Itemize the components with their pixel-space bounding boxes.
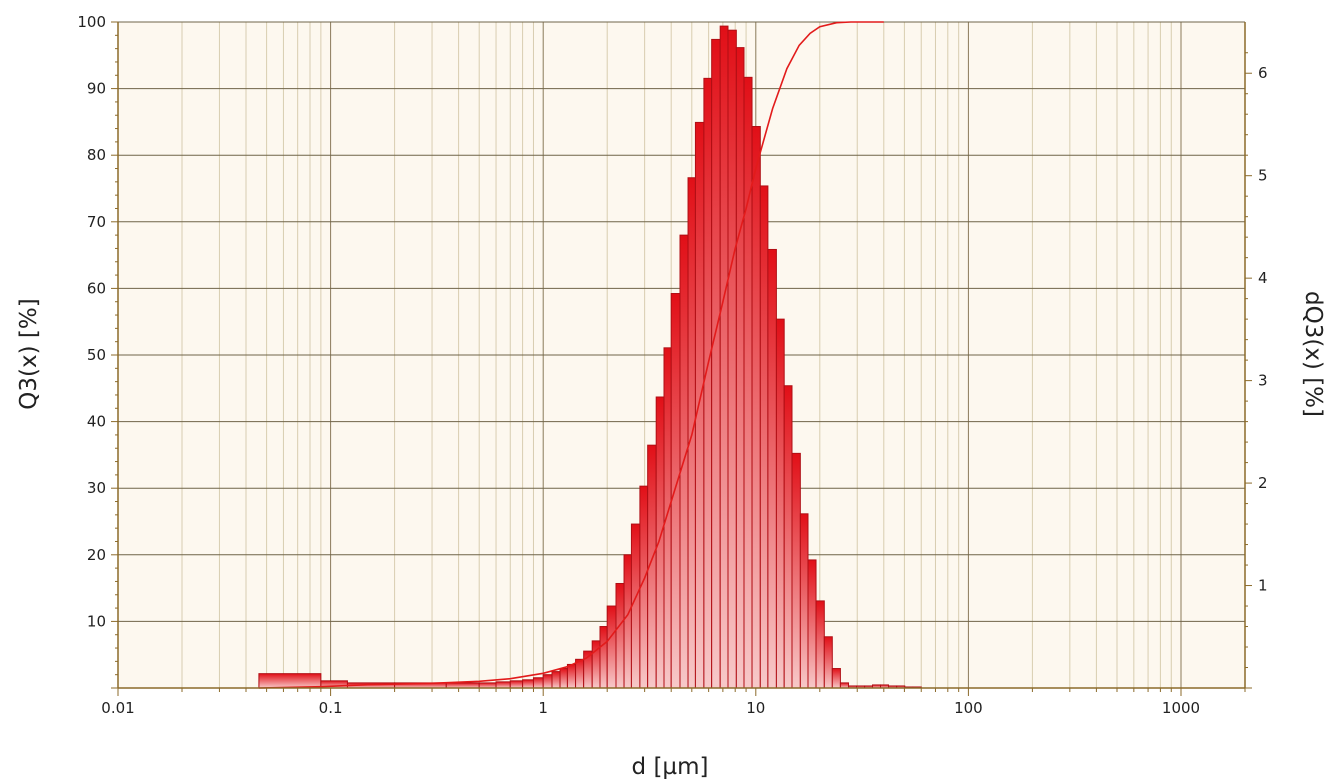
x-tick-label: 0.1 (319, 699, 343, 717)
y-left-tick-label: 90 (87, 80, 106, 98)
y-right-tick-label: 4 (1258, 269, 1268, 287)
histogram-bar (670, 293, 681, 689)
y-axis-left-title: Q3(x) [%] (16, 298, 42, 409)
histogram-bar (258, 673, 322, 689)
histogram-bar (694, 121, 705, 689)
y-right-tick-label: 2 (1258, 474, 1268, 492)
histogram-bar (495, 681, 511, 689)
histogram-bar (711, 38, 721, 689)
histogram-bar (791, 452, 801, 689)
histogram-bar (559, 668, 568, 689)
y-left-tick-label: 20 (87, 546, 106, 564)
y-left-tick-label: 40 (87, 413, 106, 431)
histogram-bar (759, 185, 769, 689)
histogram-bar (775, 318, 785, 689)
histogram-bar (663, 347, 672, 689)
cumulative-curve (258, 21, 884, 689)
x-tick-label: 0.01 (101, 699, 134, 717)
y-left-tick-label: 60 (87, 279, 106, 297)
axes (111, 21, 1252, 696)
histogram-bar (542, 674, 553, 689)
histogram-bar (478, 682, 497, 689)
histogram-bar (575, 658, 585, 689)
y-left-tick-label: 50 (87, 346, 106, 364)
y-right-tick-label: 6 (1258, 64, 1268, 82)
x-tick-label: 1 (538, 699, 548, 717)
x-tick-label: 10 (746, 699, 765, 717)
histogram-bar (799, 513, 809, 689)
y-right-tick-label: 3 (1258, 372, 1268, 390)
histogram-bar (599, 626, 608, 689)
histogram-bar (551, 671, 561, 689)
histogram-bar (839, 682, 850, 689)
histogram-bar (703, 77, 713, 689)
histogram-bar (630, 523, 641, 689)
y-left-tick-label: 100 (77, 13, 106, 31)
histogram-bar (522, 679, 534, 689)
histogram-bar (445, 682, 480, 689)
y-left-tick-label: 10 (87, 612, 106, 630)
histogram-bar (735, 47, 745, 689)
y-right-tick-label: 1 (1258, 577, 1268, 595)
x-tick-label: 1000 (1162, 699, 1200, 717)
histogram-bar (831, 668, 841, 689)
histogram-bar (823, 636, 833, 689)
y-right-tick-label: 5 (1258, 167, 1268, 185)
histogram-bar (655, 396, 665, 689)
x-axis-title: d [µm] (632, 754, 709, 780)
histogram-bar (751, 126, 761, 689)
histogram-bar (606, 605, 617, 689)
histogram-bar (509, 680, 524, 689)
histogram-bar (743, 76, 753, 689)
histogram-bar (767, 248, 777, 689)
x-tick-label: 100 (954, 699, 983, 717)
histogram-bar (615, 582, 625, 689)
histogram-bar (815, 600, 825, 689)
y-left-tick-label: 70 (87, 213, 106, 231)
y-left-tick-label: 80 (87, 146, 106, 164)
histogram-bar (807, 559, 817, 689)
y-left-tick-label: 30 (87, 479, 106, 497)
y-axis-right-title: dQ3(x) [%] (1300, 291, 1326, 417)
histogram-bar (719, 25, 729, 689)
tick-labels: 0.01 0.1 1 10 100 1000 10 20 30 40 50 60 70 80 90 100 1 2… (77, 13, 1267, 717)
histogram-bar (783, 385, 793, 689)
histogram-bar (727, 29, 737, 689)
histogram-bar (623, 554, 632, 689)
histogram-bar (566, 663, 577, 689)
histogram-bar (532, 677, 544, 689)
